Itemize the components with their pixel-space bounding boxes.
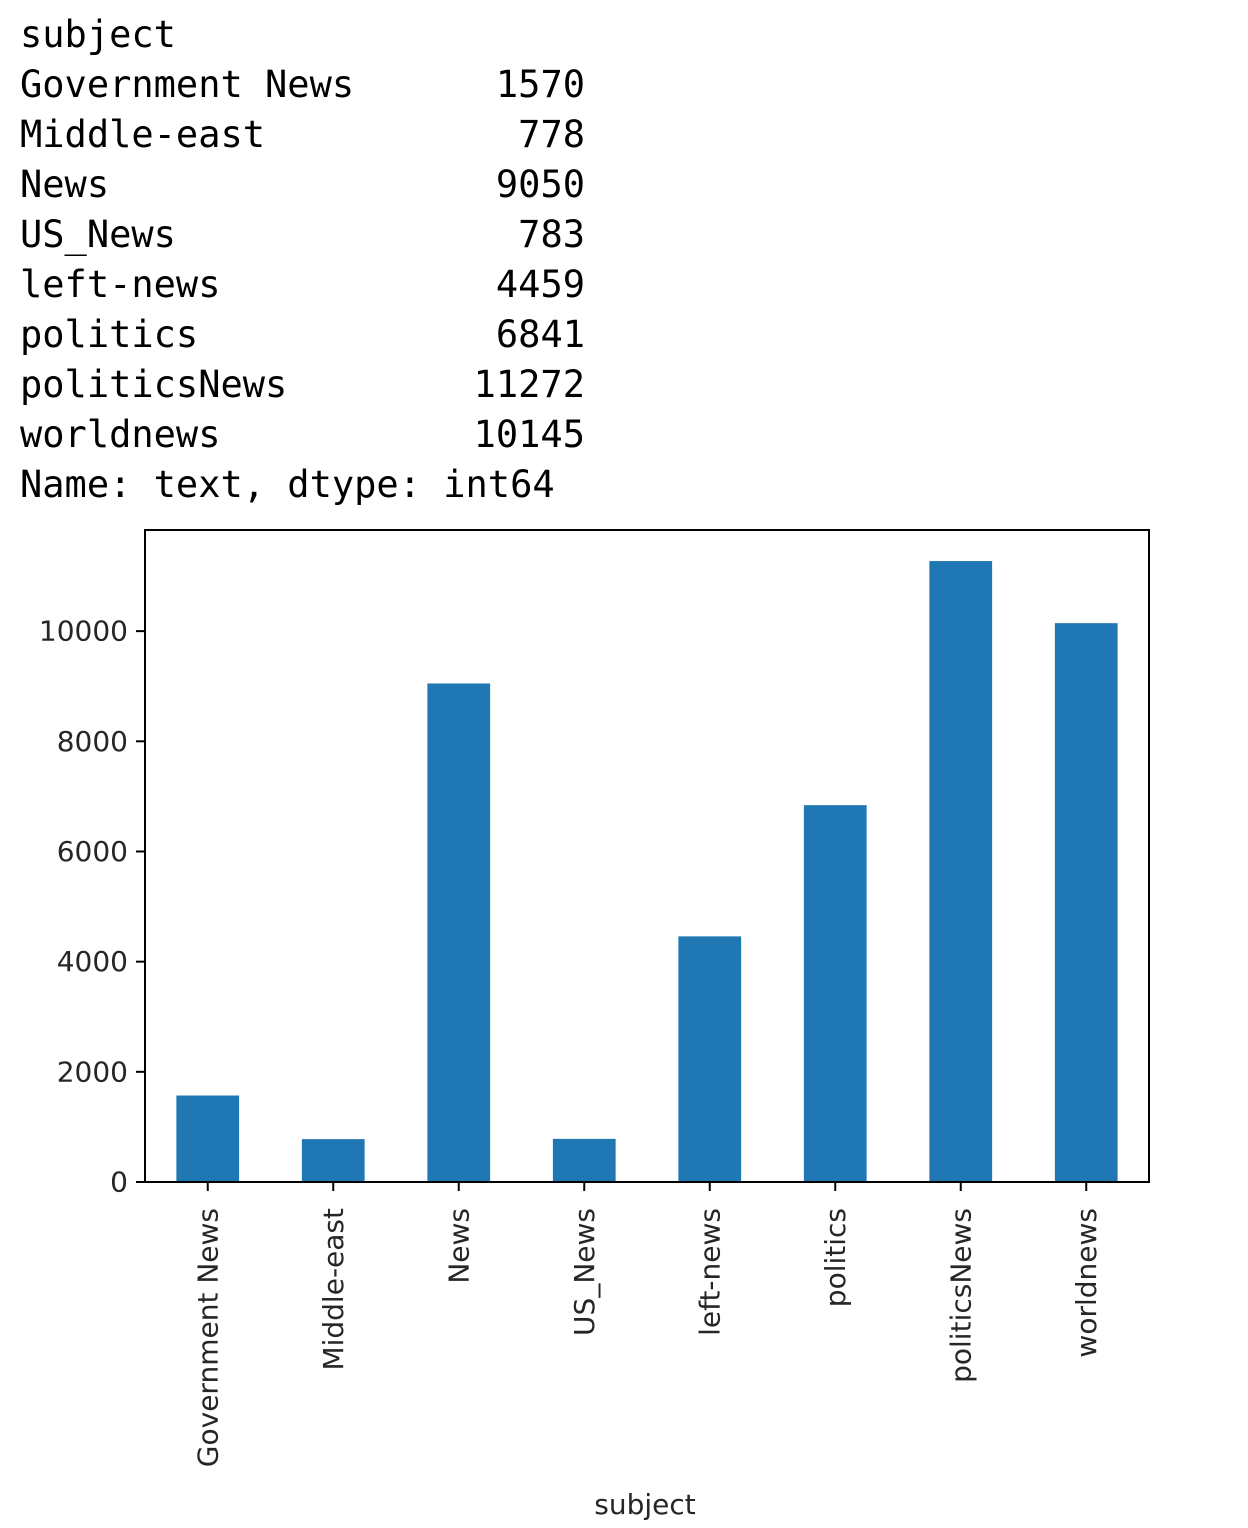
series-value: 783 [518,213,585,256]
series-value: 4459 [495,263,585,306]
bar [176,1095,240,1182]
series-label: politicsNews [20,363,288,406]
series-row: News 9050 [20,160,585,210]
series-label: left-news [20,263,221,306]
bar [1054,623,1118,1182]
series-label: Middle-east [20,113,266,156]
x-tick-label: politics [819,1208,852,1307]
series-label: worldnews [20,413,221,456]
series-row: Middle-east 778 [20,110,585,160]
series-label: News [20,163,110,206]
series-value: 10145 [473,413,585,456]
bar [301,1139,365,1182]
x-tick-label: News [442,1208,475,1284]
series-row: left-news 4459 [20,260,585,310]
bar [427,683,491,1182]
y-tick-label: 6000 [57,835,128,868]
x-tick-label: Middle-east [317,1208,350,1371]
bar [552,1138,616,1182]
series-label: Government News [20,63,355,106]
series-label: US_News [20,213,176,256]
series-header: subject [20,13,176,56]
y-tick-label: 4000 [57,945,128,978]
x-axis-ticks: Government News Middle-east News US_News lef… [191,1182,1103,1467]
series-footer: Name: text, dtype: int64 [20,463,555,506]
series-output: subject Government News 1570 Middle-east… [20,10,585,510]
series-row: Government News 1570 [20,60,585,110]
x-tick-label: politicsNews [944,1208,977,1383]
x-axis-label: subject [594,1488,696,1521]
y-tick-label: 2000 [57,1055,128,1088]
bar [678,936,742,1182]
series-label: politics [20,313,199,356]
series-row: politicsNews 11272 [20,360,585,410]
x-tick-label: worldnews [1070,1208,1103,1358]
bar [803,805,867,1182]
bar [929,561,993,1182]
series-value: 6841 [495,313,585,356]
series-value: 1570 [495,63,585,106]
series-value: 9050 [495,163,585,206]
series-value: 11272 [473,363,585,406]
series-value: 778 [518,113,585,156]
x-tick-label: US_News [568,1208,601,1336]
y-tick-label: 10000 [39,615,128,648]
bars-layer [176,561,1118,1182]
plot-frame [144,529,1150,1183]
x-tick-label: Government News [191,1208,224,1467]
series-row: US_News 783 [20,210,585,260]
y-tick-label: 8000 [57,725,128,758]
y-tick-label: 0 [110,1166,128,1199]
x-tick-label: left-news [693,1208,726,1336]
series-row: worldnews 10145 [20,410,585,460]
y-axis-ticks: 0 2000 4000 6000 8000 10000 [39,615,145,1199]
series-row: politics 6841 [20,310,585,360]
